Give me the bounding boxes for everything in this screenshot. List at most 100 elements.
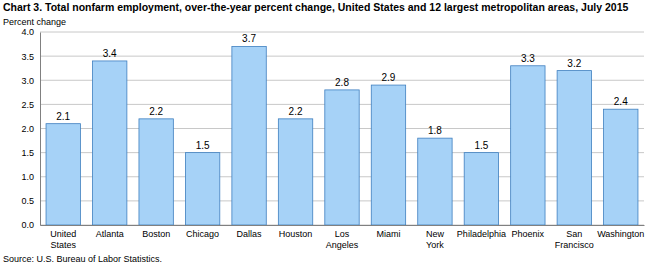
y-axis-line [40, 33, 41, 226]
y-tick-label: 1.5 [21, 148, 34, 158]
data-label: 2.2 [149, 106, 163, 117]
data-label: 2.1 [56, 111, 70, 122]
y-tick-label: 0.0 [21, 220, 34, 230]
bar [418, 138, 452, 225]
x-tick: Phoenix [512, 225, 545, 239]
y-tick-label: 2.0 [21, 124, 34, 134]
bar [46, 124, 80, 225]
x-tick-label-line: Dallas [237, 229, 263, 239]
x-tick: Washington [597, 225, 644, 239]
y-tick: 0.0 [21, 220, 40, 230]
source: Source: U.S. Bureau of Labor Statistics. [3, 254, 162, 264]
x-tick-label: UnitedStates [50, 229, 76, 249]
x-tick-label: Phoenix [512, 229, 545, 239]
y-tick-label: 2.5 [21, 100, 34, 110]
data-label: 2.2 [289, 106, 303, 117]
x-tick-label-line: San [566, 229, 582, 239]
x-tick-label: Dallas [237, 229, 263, 239]
x-tick: UnitedStates [50, 225, 76, 250]
data-label: 1.5 [196, 140, 210, 151]
chart: Chart 3. Total nonfarm employment, over-… [0, 0, 650, 265]
data-label: 3.4 [103, 48, 117, 59]
data-label: 3.7 [242, 33, 256, 44]
y-tick-label: 1.0 [21, 172, 34, 182]
x-tick-label: Washington [597, 229, 644, 239]
x-tick-label: Chicago [186, 229, 219, 239]
bar [557, 71, 591, 225]
x-tick-label-line: New [426, 229, 445, 239]
x-tick: Chicago [186, 225, 219, 239]
title: Chart 3. Total nonfarm employment, over-… [3, 1, 628, 13]
x-tick: Houston [279, 225, 313, 239]
data-label: 1.5 [474, 140, 488, 151]
x-tick-label: Miami [376, 229, 400, 239]
x-tick-label-line: Angeles [326, 240, 359, 250]
bar [185, 153, 219, 225]
x-tick-label-line: States [50, 240, 76, 250]
data-label: 2.4 [614, 96, 628, 107]
y-tick: 3.0 [21, 76, 40, 86]
x-tick-label-line: Chicago [186, 229, 219, 239]
x-tick-label-line: Phoenix [512, 229, 545, 239]
x-tick: Atlanta [96, 225, 124, 239]
x-tick-label: Atlanta [96, 229, 124, 239]
x-tick-label: NewYork [426, 229, 445, 249]
y-tick-label: 0.5 [21, 196, 34, 206]
bar [371, 85, 405, 225]
grid-line [40, 32, 644, 33]
data-label: 1.8 [428, 125, 442, 136]
data-label: 3.3 [521, 53, 535, 64]
bar [604, 109, 638, 225]
bar [139, 119, 173, 225]
bar [232, 46, 266, 225]
x-tick-label-line: Philadelphia [457, 229, 506, 239]
grid-line [40, 56, 644, 57]
x-tick-label-line: Atlanta [96, 229, 124, 239]
y-tick: 2.5 [21, 100, 40, 110]
y-tick: 2.0 [21, 124, 40, 134]
x-tick-label-line: Houston [279, 229, 313, 239]
x-tick-label-line: Los [335, 229, 350, 239]
y-axis-title: Percent change [3, 17, 66, 27]
y-tick: 4.0 [21, 27, 40, 37]
y-tick-label: 3.5 [21, 52, 34, 62]
x-tick-label-line: York [426, 240, 444, 250]
x-tick-label: LosAngeles [326, 229, 359, 249]
x-tick-label: Philadelphia [457, 229, 506, 239]
y-tick: 3.5 [21, 52, 40, 62]
x-tick-label: Boston [142, 229, 170, 239]
x-tick-label: SanFrancisco [555, 229, 594, 249]
bar [511, 66, 545, 225]
x-axis: UnitedStates Atlanta Boston Chicago Dallas Ho… [41, 225, 645, 250]
y-tick-label: 3.0 [21, 76, 34, 86]
data-labels: 2.1 3.4 2.2 1.5 3.7 2.2 2.8 2.9 1.8 1.5 3.3 3.2 2.4 [56, 33, 628, 150]
x-tick: Philadelphia [457, 225, 506, 239]
y-axis: 0.0 0.5 1.0 1.5 2.0 2.5 3.0 3.5 4.0 [21, 27, 40, 230]
bars [46, 46, 638, 225]
x-tick-label-line: Washington [597, 229, 644, 239]
y-tick-label: 4.0 [21, 27, 34, 37]
data-label: 2.8 [335, 77, 349, 88]
y-tick: 1.0 [21, 172, 40, 182]
x-tick-label-line: Boston [142, 229, 170, 239]
bar [325, 90, 359, 225]
x-tick: Dallas [237, 225, 263, 239]
data-label: 2.9 [382, 72, 396, 83]
bar [278, 119, 312, 225]
x-tick-label: Houston [279, 229, 313, 239]
plot: 2.1 3.4 2.2 1.5 3.7 2.2 2.8 2.9 1.8 1.5 3.3 3.2 2.4 0… [21, 27, 644, 249]
grid [40, 32, 644, 225]
x-axis-line [41, 225, 645, 226]
bar [93, 61, 127, 225]
x-tick: LosAngeles [326, 225, 359, 250]
y-tick: 0.5 [21, 196, 40, 206]
data-label: 3.2 [567, 58, 581, 69]
x-tick: Miami [376, 225, 400, 239]
x-tick: Boston [142, 225, 170, 239]
x-tick-label-line: Miami [376, 229, 400, 239]
x-tick-label-line: Francisco [555, 240, 594, 250]
x-tick: NewYork [426, 225, 445, 250]
y-tick: 1.5 [21, 148, 40, 158]
x-tick: SanFrancisco [555, 225, 594, 250]
bar [464, 153, 498, 225]
